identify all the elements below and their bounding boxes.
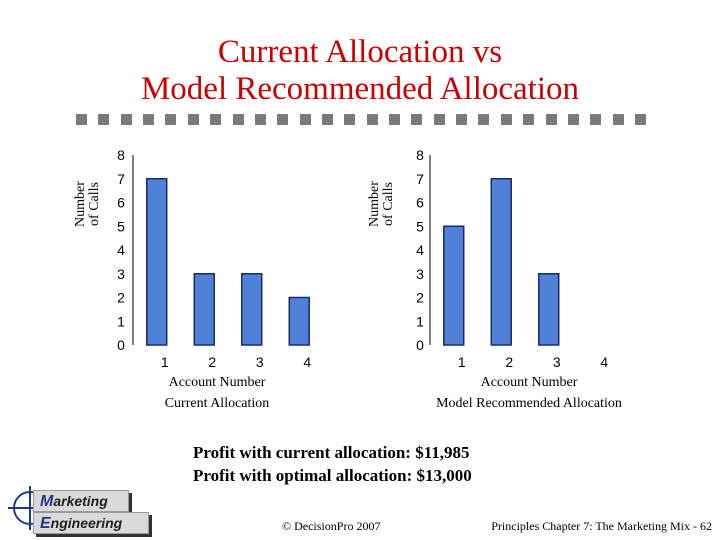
y-tick-label: 8 — [416, 147, 424, 163]
x-tick-label: 2 — [505, 354, 513, 370]
y-tick-label: 7 — [416, 171, 424, 187]
divider-square — [143, 114, 155, 125]
y-tick-label: 5 — [117, 218, 125, 234]
x-tick-label: 4 — [600, 354, 608, 370]
x-axis-label: Account Number — [169, 375, 266, 390]
bar — [538, 273, 560, 346]
bar — [193, 273, 215, 346]
logo-engineering: Engineering — [33, 512, 149, 534]
y-tick-label: 1 — [117, 313, 125, 329]
y-tick-label: 6 — [117, 195, 125, 211]
divider-square — [567, 114, 579, 125]
divider-square — [344, 114, 356, 125]
y-axis-label-line-2: of Calls — [381, 182, 396, 226]
y-tick-label: 3 — [416, 266, 424, 282]
x-tick-label: 3 — [553, 354, 561, 370]
x-axis-label: Account Number — [481, 375, 578, 390]
y-tick-label: 5 — [416, 218, 424, 234]
bar — [146, 178, 168, 346]
slide-title: Current Allocation vs Model Recommended … — [0, 34, 720, 108]
divider-square — [187, 114, 199, 125]
divider-square — [389, 114, 401, 125]
bar — [241, 273, 263, 346]
y-tick-label: 7 — [117, 171, 125, 187]
y-tick-label: 8 — [117, 147, 125, 163]
title-line-1: Current Allocation vs — [217, 34, 503, 70]
profit-summary: Profit with current allocation: $11,985 … — [193, 441, 472, 487]
divider-square — [254, 114, 266, 125]
x-tick-label: 4 — [303, 354, 311, 370]
title-divider — [76, 114, 646, 126]
x-tick-label: 1 — [161, 354, 169, 370]
y-tick-label: 0 — [416, 337, 424, 353]
x-tick-label: 1 — [458, 354, 466, 370]
y-tick-label: 4 — [117, 242, 125, 258]
divider-square — [545, 114, 557, 125]
divider-square — [523, 114, 535, 125]
profit-current: Profit with current allocation: $11,985 — [193, 443, 470, 462]
y-axis-label-line-1: Number — [367, 181, 382, 227]
divider-square — [232, 114, 244, 125]
y-tick-label: 6 — [416, 195, 424, 211]
divider-square — [634, 114, 646, 125]
y-tick-label: 2 — [416, 290, 424, 306]
divider-square — [165, 114, 177, 125]
y-axis-label-line-2: of Calls — [87, 182, 102, 226]
divider-square — [590, 114, 602, 125]
logo-marketing: Marketing — [33, 490, 129, 512]
divider-square — [366, 114, 378, 125]
x-tick-label: 2 — [208, 354, 216, 370]
y-tick-label: 4 — [416, 242, 424, 258]
divider-square — [299, 114, 311, 125]
divider-square — [98, 114, 110, 125]
divider-square — [478, 114, 490, 125]
profit-optimal: Profit with optimal allocation: $13,000 — [193, 466, 472, 485]
y-tick-label: 1 — [416, 313, 424, 329]
divider-square — [76, 114, 87, 125]
divider-square — [321, 114, 333, 125]
y-tick-label: 3 — [117, 266, 125, 282]
bar — [443, 225, 465, 346]
divider-square — [210, 114, 222, 125]
copyright-footer: © DecisionPro 2007 — [282, 519, 381, 533]
chart-subtitle: Model Recommended Allocation — [436, 396, 622, 411]
y-tick-label: 0 — [117, 337, 125, 353]
divider-square — [612, 114, 624, 125]
title-line-2: Model Recommended Allocation — [140, 71, 580, 107]
chart-subtitle: Current Allocation — [165, 396, 270, 411]
divider-square — [500, 114, 512, 125]
divider-square — [277, 114, 289, 125]
divider-square — [456, 114, 468, 125]
y-tick-label: 2 — [117, 290, 125, 306]
bar — [490, 178, 512, 346]
divider-square — [433, 114, 445, 125]
bar — [288, 296, 310, 346]
marketing-engineering-logo: Marketing Engineering — [8, 478, 158, 540]
divider-square — [120, 114, 132, 125]
divider-square — [411, 114, 423, 125]
y-axis-label-line-1: Number — [73, 181, 88, 227]
page-footer: Principles Chapter 7: The Marketing Mix … — [491, 519, 712, 533]
x-tick-label: 3 — [256, 354, 264, 370]
